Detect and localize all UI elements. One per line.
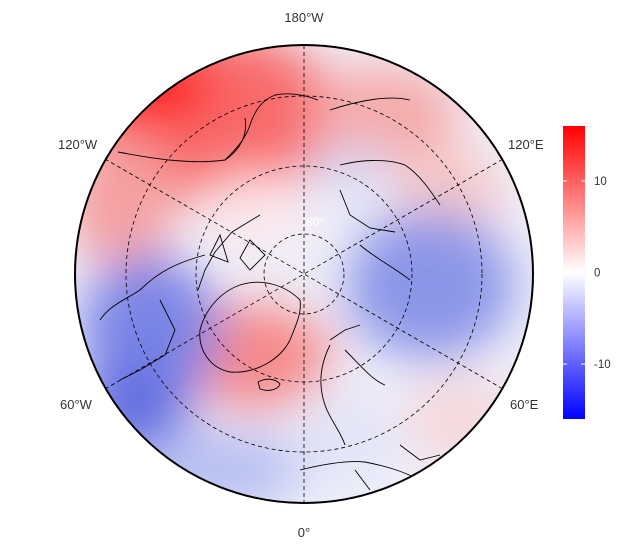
colorbar-tick-label-2: -10 xyxy=(594,359,611,371)
graticule xyxy=(104,45,504,503)
colorbar-tick-label-1: 0 xyxy=(594,268,600,280)
map-border xyxy=(74,44,534,504)
siberia-coast xyxy=(329,97,441,281)
colorbar-gradient xyxy=(563,126,585,419)
colorbar-tick-label-0: 10 xyxy=(594,176,607,188)
map-panel: 80° 180°W 0° 120°W 120°E 60°W 60°E xyxy=(58,10,544,540)
scandinavia-coast xyxy=(320,324,386,446)
lon-label-upper-right: 120°E xyxy=(508,137,544,152)
lon-label-bottom: 0° xyxy=(298,525,310,540)
lon-label-upper-left: 120°W xyxy=(58,137,98,152)
colorbar: 10 0 -10 xyxy=(563,126,611,419)
lon-label-lower-right: 60°E xyxy=(510,397,539,412)
lat-label-inner: 80° xyxy=(306,215,324,229)
alaska-coast xyxy=(224,93,319,161)
canadian-archipelago xyxy=(197,214,266,291)
iceland-coast xyxy=(257,378,281,391)
lat-circle-60 xyxy=(125,95,483,453)
greenland-coast xyxy=(199,281,301,373)
europe-coast xyxy=(299,444,441,491)
lat-circle-80 xyxy=(263,233,345,315)
lon-label-top: 180°W xyxy=(284,10,324,25)
anomaly-field xyxy=(75,45,533,503)
lon-label-lower-left: 60°W xyxy=(60,397,93,412)
north-america-coast xyxy=(99,117,247,381)
colorbar-ticks: 10 0 -10 xyxy=(563,176,611,371)
coastlines xyxy=(99,93,441,491)
